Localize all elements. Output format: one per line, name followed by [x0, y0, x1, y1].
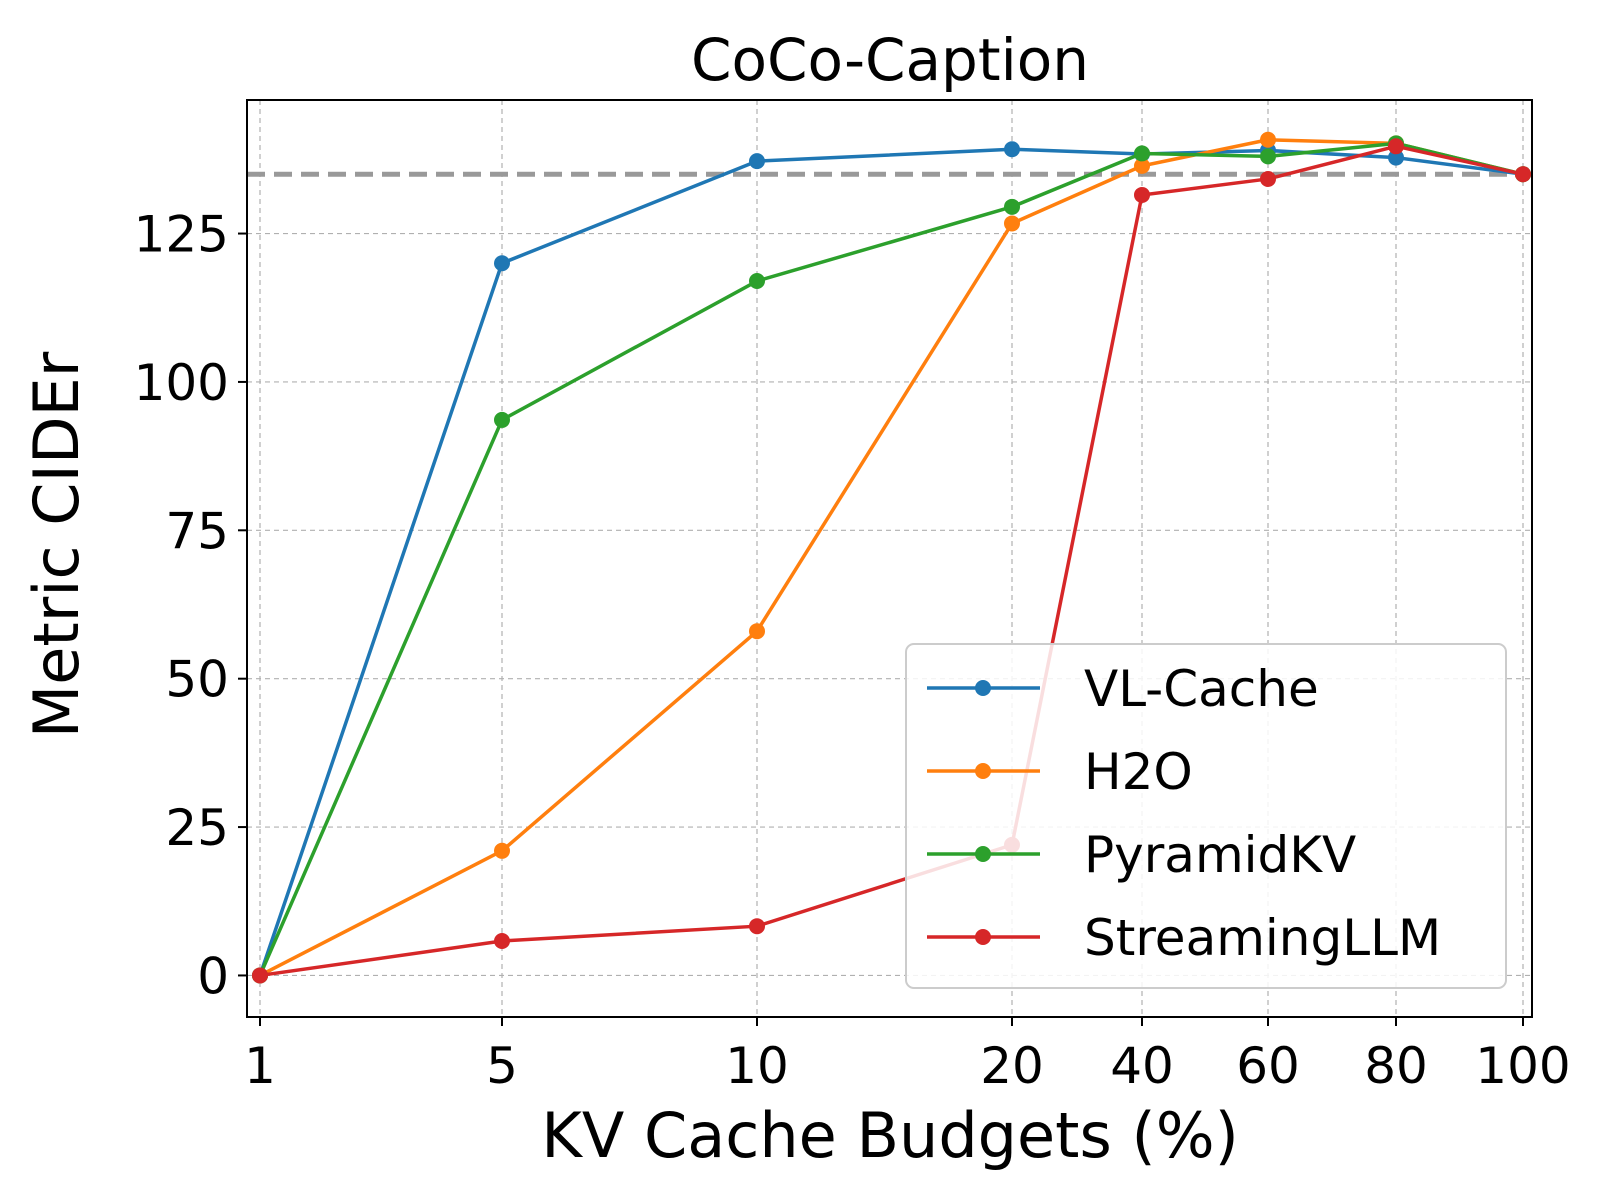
data-point-streamingllm	[1388, 138, 1404, 155]
data-point-pyramidkv	[1004, 198, 1020, 215]
data-point-h2o	[1134, 157, 1150, 174]
x-tick-label: 60	[1236, 1037, 1300, 1095]
y-axis-label: Metric CIDEr	[20, 351, 93, 738]
data-point-streamingllm	[1260, 170, 1276, 187]
chart-title: CoCo-Caption	[691, 26, 1089, 94]
data-point-streamingllm	[1515, 166, 1531, 183]
legend-label: PyramidKV	[1084, 826, 1356, 884]
data-point-h2o	[494, 842, 510, 859]
data-point-vl-cache	[1388, 149, 1404, 166]
plot-frame	[246, 99, 1533, 1018]
data-point-pyramidkv	[1260, 148, 1276, 165]
data-point-h2o	[1260, 131, 1276, 148]
legend-swatch-marker	[975, 846, 991, 862]
grid	[247, 100, 1532, 1017]
y-tick-label: 50	[165, 651, 229, 709]
data-point-pyramidkv	[494, 411, 510, 428]
y-tick-label: 125	[134, 206, 229, 264]
series-layer	[252, 131, 1531, 984]
data-point-streamingllm	[1134, 186, 1150, 203]
legend-item-h2o: H2O	[927, 743, 1193, 801]
data-point-vl-cache	[494, 255, 510, 272]
series-line-h2o	[259, 138, 1524, 978]
y-tick-label: 100	[134, 354, 229, 412]
x-tick-label: 40	[1110, 1037, 1174, 1095]
x-tick-label: 1	[244, 1037, 276, 1095]
x-tick-label: 10	[725, 1037, 789, 1095]
series-line-streamingllm	[259, 144, 1524, 978]
legend-label: StreamingLLM	[1084, 909, 1441, 967]
y-tick-label: 25	[165, 799, 229, 857]
x-axis-label: KV Cache Budgets (%)	[541, 1099, 1239, 1172]
legend-item-streamingllm: StreamingLLM	[927, 909, 1441, 967]
legend-label: VL-Cache	[1084, 660, 1319, 718]
y-axis: 0 25 50 75 100 125	[134, 206, 247, 1005]
series-line-pyramidkv	[258, 141, 1524, 977]
data-point-streamingllm	[494, 933, 510, 950]
data-point-vl-cache	[749, 153, 765, 170]
legend-swatch-marker	[975, 763, 991, 779]
legend-item-vl-cache: VL-Cache	[927, 660, 1319, 718]
data-point-streamingllm	[252, 967, 268, 984]
x-tick-label: 5	[486, 1037, 518, 1095]
data-point-h2o	[749, 623, 765, 640]
series-streamingllm	[252, 138, 1531, 984]
legend-item-pyramidkv: PyramidKV	[927, 826, 1356, 884]
legend-swatch-marker	[975, 929, 991, 945]
data-point-streamingllm	[749, 918, 765, 935]
x-tick-label: 80	[1364, 1037, 1428, 1095]
data-point-vl-cache	[1004, 141, 1020, 158]
legend-label: H2O	[1084, 743, 1193, 801]
y-tick-label: 75	[165, 502, 229, 560]
legend-box	[905, 643, 1507, 989]
data-point-pyramidkv	[1134, 145, 1150, 162]
data-point-pyramidkv	[749, 273, 765, 290]
legend: VL-Cache H2O PyramidKV StreamingLLM	[905, 643, 1507, 989]
legend-swatch-marker	[975, 680, 991, 696]
x-tick-label: 20	[980, 1037, 1044, 1095]
data-point-h2o	[1004, 215, 1020, 232]
x-tick-label: 100	[1475, 1037, 1570, 1095]
x-axis: 1 5 10 20 40 60 80 100	[244, 1017, 1571, 1095]
y-tick-label: 0	[197, 947, 229, 1005]
series-line-vl-cache	[258, 147, 1524, 977]
